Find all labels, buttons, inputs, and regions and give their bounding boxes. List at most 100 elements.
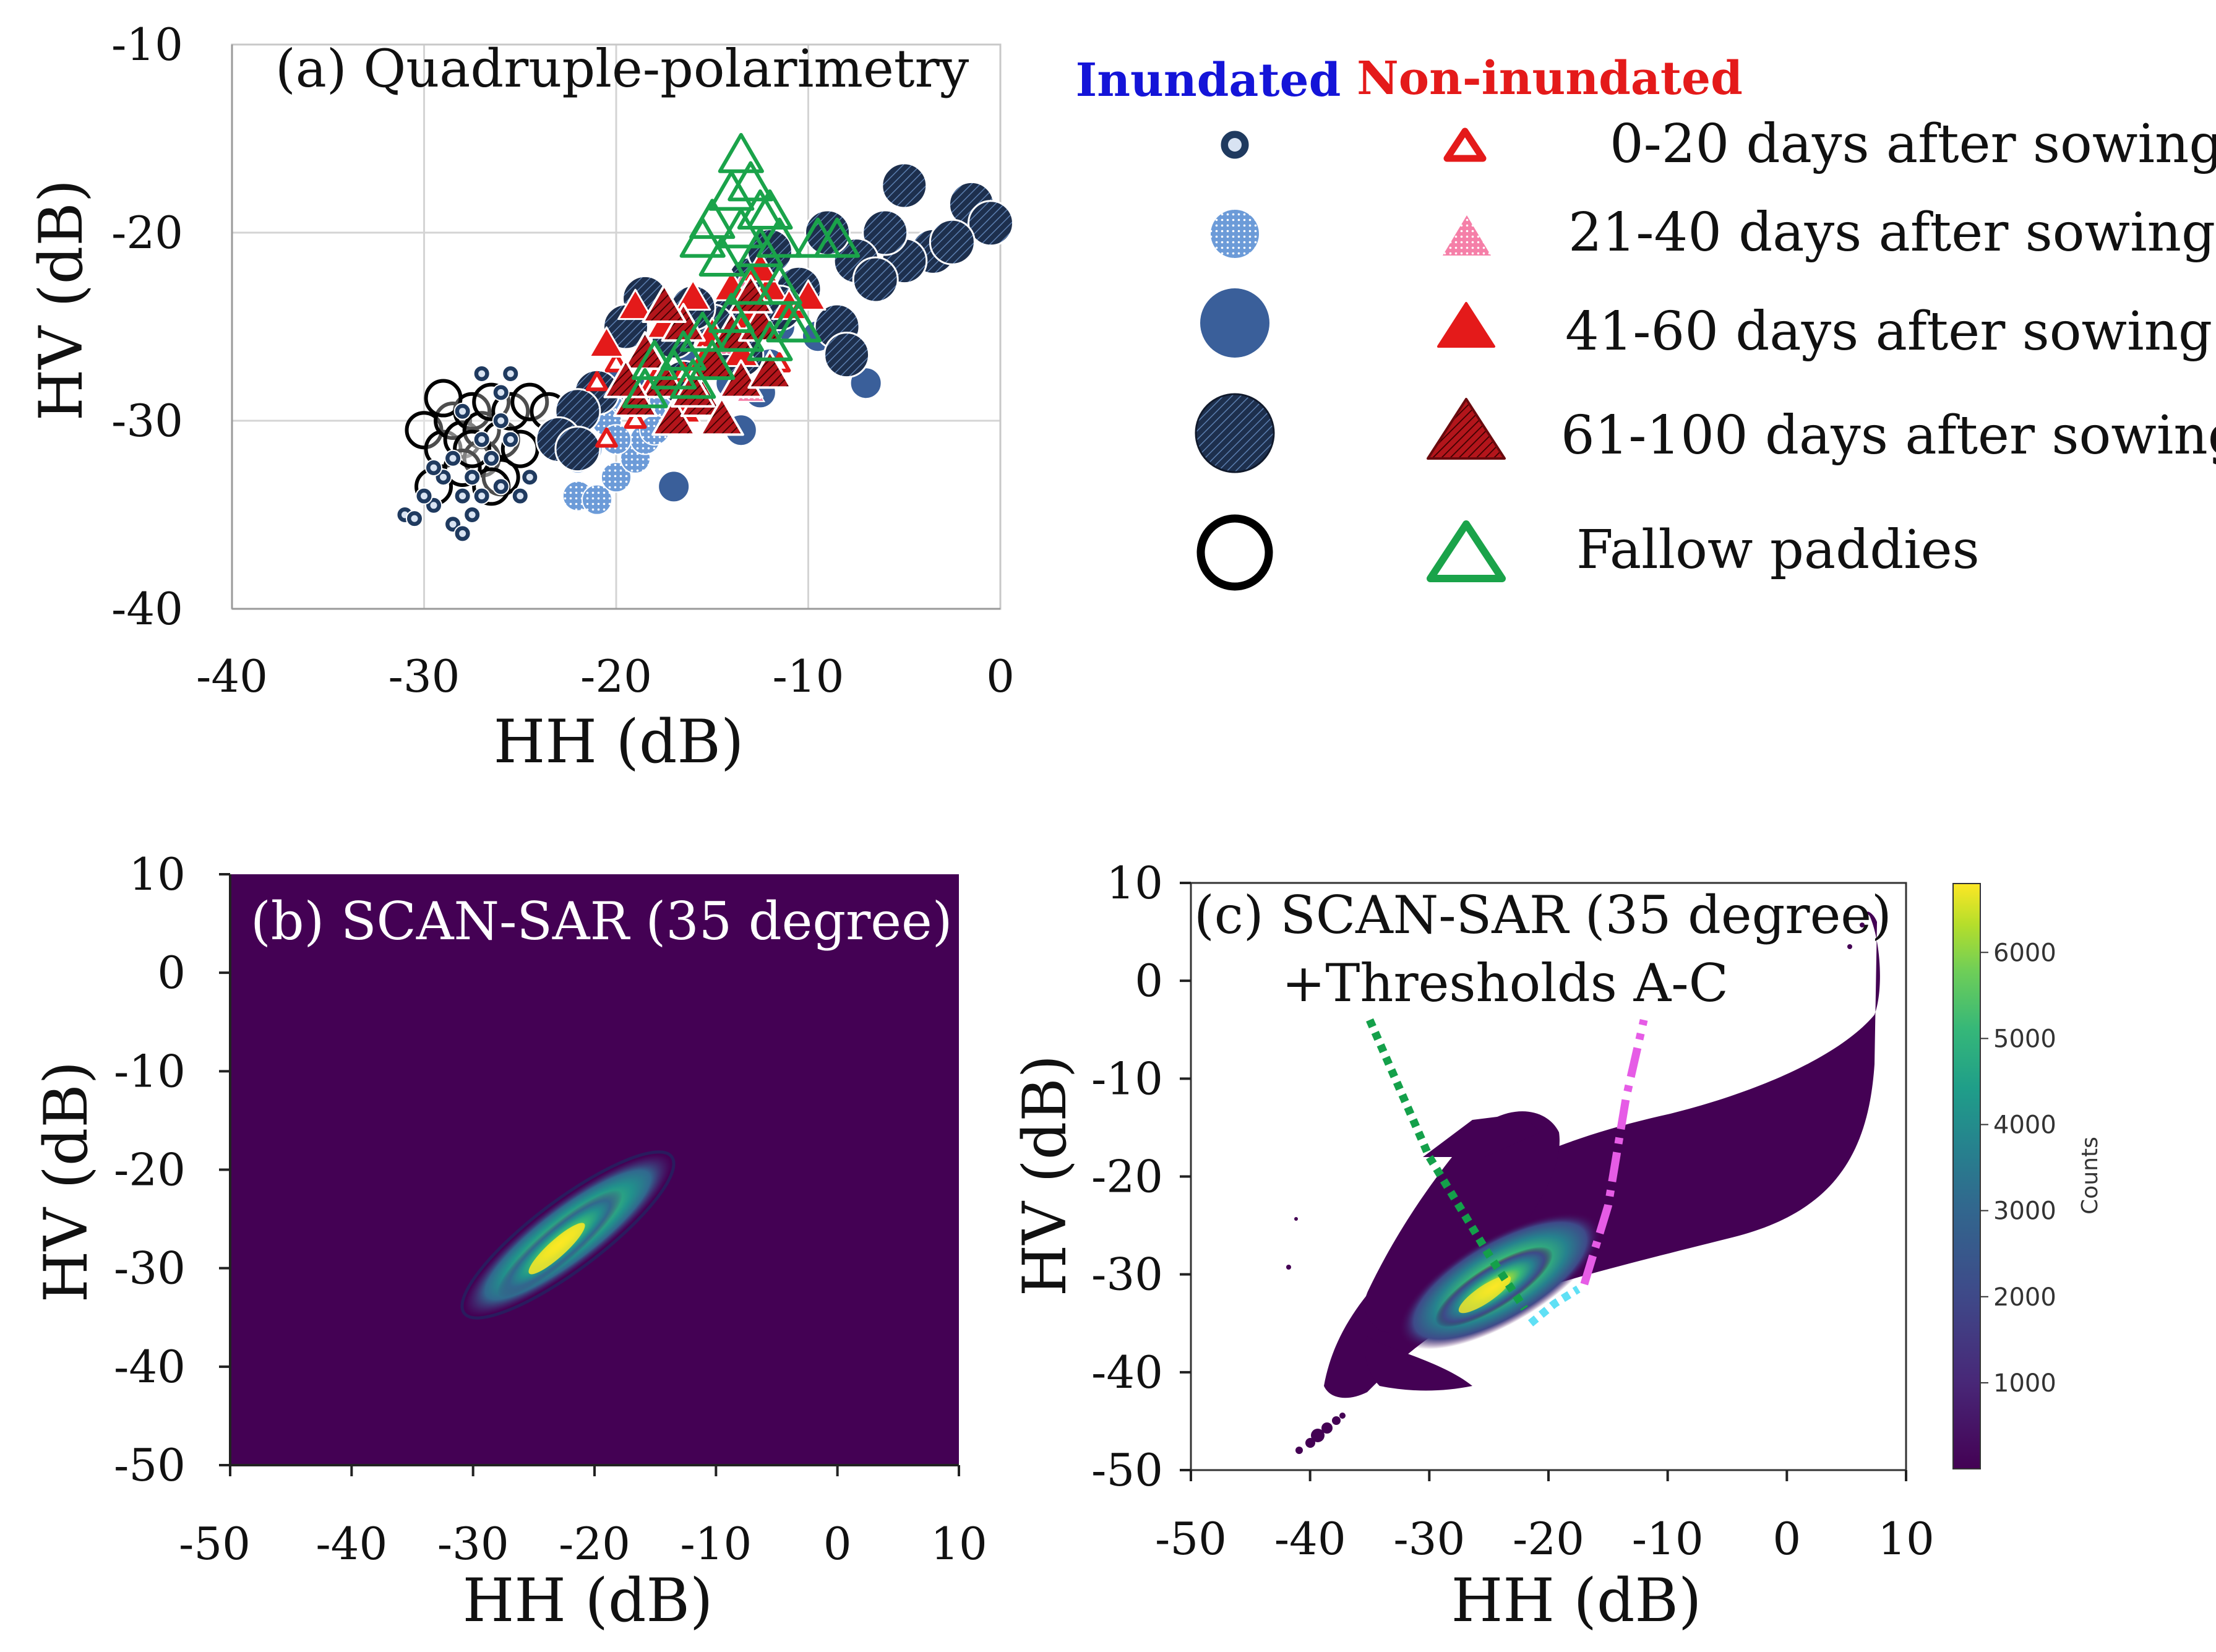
scatter-point-inundated-0-20-center xyxy=(478,436,486,443)
legend-row-fallow-paddies: Fallow paddies xyxy=(1196,514,1980,591)
scatter-point-fallow-non-inundated xyxy=(708,170,755,211)
panel-b-x-tick-label: -30 xyxy=(437,1518,509,1570)
scatter-point-inundated-0-20-center xyxy=(421,493,427,500)
panel-c-scatter-cloud-core xyxy=(1364,1111,1560,1333)
colorbar-tick-label: 4000 xyxy=(1993,1111,2056,1140)
panel-c-y-tick-label: -30 xyxy=(1091,1249,1163,1301)
panel-b-title: (b) SCAN-SAR (35 degree) xyxy=(251,891,953,952)
panel-c-y-tick-label: -50 xyxy=(1091,1444,1163,1496)
scatter-point-non-inundated-41-60 xyxy=(617,288,654,321)
legend-label-21-40: 21-40 days after sowing xyxy=(1568,202,2215,264)
legend-row-0-20-days: 0-20 days after sowing xyxy=(1219,113,2216,175)
panel-b-density-layer xyxy=(460,1150,676,1320)
panel-b-density-peak xyxy=(528,1223,585,1275)
legend-label-41-60: 41-60 days after sowing xyxy=(1565,301,2212,363)
threshold-c-line xyxy=(1580,1018,1648,1286)
scatter-point-inundated-0-20-center xyxy=(468,511,476,518)
scatter-point-inundated-0-20-center xyxy=(411,515,418,522)
scatter-point-inundated-61-100 xyxy=(929,218,976,265)
panel-a-y-tick-label: -40 xyxy=(111,583,183,635)
scatter-point-non-inundated-61-100 xyxy=(747,350,792,389)
panel-c-x-tick-label: -40 xyxy=(1274,1513,1346,1565)
scatter-point-fallow-non-inundated xyxy=(632,340,678,381)
scatter-point-fallow-non-inundated xyxy=(775,302,822,343)
panel-a-x-tick-label: -20 xyxy=(580,650,652,702)
panel-c-y-tick-label: -20 xyxy=(1091,1151,1163,1203)
colorbar-tick-label: 5000 xyxy=(1993,1025,2056,1053)
colorbar-tick-label: 6000 xyxy=(1993,939,2056,967)
panel-c-x-tick-label: -10 xyxy=(1632,1513,1704,1565)
panel-a-title: (a) Quadruple-polarimetry xyxy=(275,38,969,99)
panel-b-y-axis-label: HV (dB) xyxy=(32,1061,101,1302)
scatter-point-fallow-non-inundated xyxy=(737,226,783,267)
legend-marker-non-inundated-41-60 xyxy=(1437,302,1495,348)
scatter-point-inundated-0-20-center xyxy=(459,408,466,415)
scatter-point-inundated-0-20-center xyxy=(468,473,476,481)
legend-marker-non-inundated-21-40 xyxy=(1443,215,1491,256)
panel-b-plot-area xyxy=(230,874,959,1465)
panel-a-y-tick-label: -10 xyxy=(111,19,183,71)
colorbar-tick-label: 1000 xyxy=(1993,1369,2056,1398)
threshold-b-line xyxy=(1527,1285,1581,1327)
legend-marker-non-inundated-61-100 xyxy=(1427,398,1506,460)
colorbar-tick-label: 3000 xyxy=(1993,1197,2056,1226)
legend-header-non-inundated: Non-inundated xyxy=(1357,52,1743,105)
panel-a-y-axis-label: HV (dB) xyxy=(27,179,96,421)
colorbar-ticks: 6000 5000 4000 3000 2000 1000 xyxy=(1980,939,2056,1398)
panel-c-y-tick-label: 10 xyxy=(1106,857,1163,909)
scatter-point-inundated-0-20-center xyxy=(478,493,486,500)
panel-b-density: -50 -40 -30 -20 -10 0 10 10 0 -10 -20 -30 -40 -50 (b)… xyxy=(32,848,987,1635)
panel-c-y-tick-label: -10 xyxy=(1091,1052,1163,1104)
panel-c-thresholds xyxy=(1366,1018,1648,1327)
legend-marker-non-inundated-0-20 xyxy=(1443,127,1487,162)
scatter-point-fallow-non-inundated xyxy=(718,311,764,352)
panel-b-y-tick-label: -50 xyxy=(114,1439,186,1491)
scatter-point-inundated-0-20-center xyxy=(478,370,486,377)
panel-a-y-tick-label: -20 xyxy=(111,207,183,259)
panel-c-x-tick-label: 0 xyxy=(1772,1513,1801,1565)
panel-c-subtitle: +Thresholds A-C xyxy=(1282,953,1729,1013)
legend-marker-inundated-0-20 xyxy=(1219,129,1251,161)
panel-b-x-axis-label: HH (dB) xyxy=(463,1566,713,1635)
panel-c-y-axis-label: HV (dB) xyxy=(1010,1055,1080,1296)
colorbar-gradient xyxy=(1952,883,1981,1469)
panel-c-density-layer xyxy=(1286,911,1880,1454)
panel-c-x-tick-label: 10 xyxy=(1878,1513,1935,1565)
panel-b-y-tick-label: 10 xyxy=(129,848,186,900)
scatter-point-inundated-0-20-center xyxy=(517,493,524,500)
scatter-point-inundated-21-40 xyxy=(581,484,612,515)
panel-a-points xyxy=(396,132,1014,543)
legend-marker-fallow-non-inundated xyxy=(1427,520,1506,582)
legend-header-inundated: Inundated xyxy=(1076,54,1341,107)
panel-b-density-contour xyxy=(460,1150,676,1320)
scatter-point-inundated-61-100 xyxy=(881,162,928,209)
legend-row-21-40-days: 21-40 days after sowing xyxy=(1211,202,2215,264)
scatter-point-inundated-0-20-center xyxy=(449,455,457,462)
panel-b-y-tick-label: -40 xyxy=(114,1341,186,1393)
panel-a-scatter: -40 -30 -20 -10 0 -10 -20 -30 -40 (a) Quadruple-… xyxy=(27,19,1015,777)
legend-row-41-60-days: 41-60 days after sowing xyxy=(1200,288,2212,363)
panel-c-colorbar: 6000 5000 4000 3000 2000 1000 Counts xyxy=(1952,883,2103,1469)
scatter-point-fallow-non-inundated xyxy=(718,132,764,173)
panel-c-title: (c) SCAN-SAR (35 degree) xyxy=(1194,885,1892,945)
panel-b-y-tick-label: -20 xyxy=(114,1144,186,1196)
scatter-point-fallow-non-inundated xyxy=(756,264,803,305)
scatter-point-non-inundated-0-20 xyxy=(595,427,618,448)
panel-b-y-tick-label: -10 xyxy=(114,1045,186,1097)
scatter-point-inundated-0-20-center xyxy=(440,473,447,481)
panel-c-x-tick-label: -30 xyxy=(1393,1513,1465,1565)
panel-c-outlier-cluster xyxy=(1286,923,1865,1454)
scatter-point-inundated-0-20-center xyxy=(459,493,466,500)
scatter-point-non-inundated-61-100 xyxy=(642,284,687,323)
panel-c-x-tick-label: -50 xyxy=(1155,1513,1227,1565)
panel-c-x-tick-label: -20 xyxy=(1513,1513,1584,1565)
scatter-point-fallow-inundated xyxy=(510,382,549,421)
scatter-point-fallow-non-inundated xyxy=(728,264,774,305)
panel-a-x-axis-label: HH (dB) xyxy=(494,707,744,777)
scatter-point-fallow-non-inundated xyxy=(679,217,726,258)
legend-label-0-20: 0-20 days after sowing xyxy=(1610,113,2216,175)
scatter-point-fallow-non-inundated xyxy=(679,311,726,352)
scatter-point-inundated-0-20-center xyxy=(507,370,514,377)
panel-a-x-tick-label: -30 xyxy=(389,650,460,702)
